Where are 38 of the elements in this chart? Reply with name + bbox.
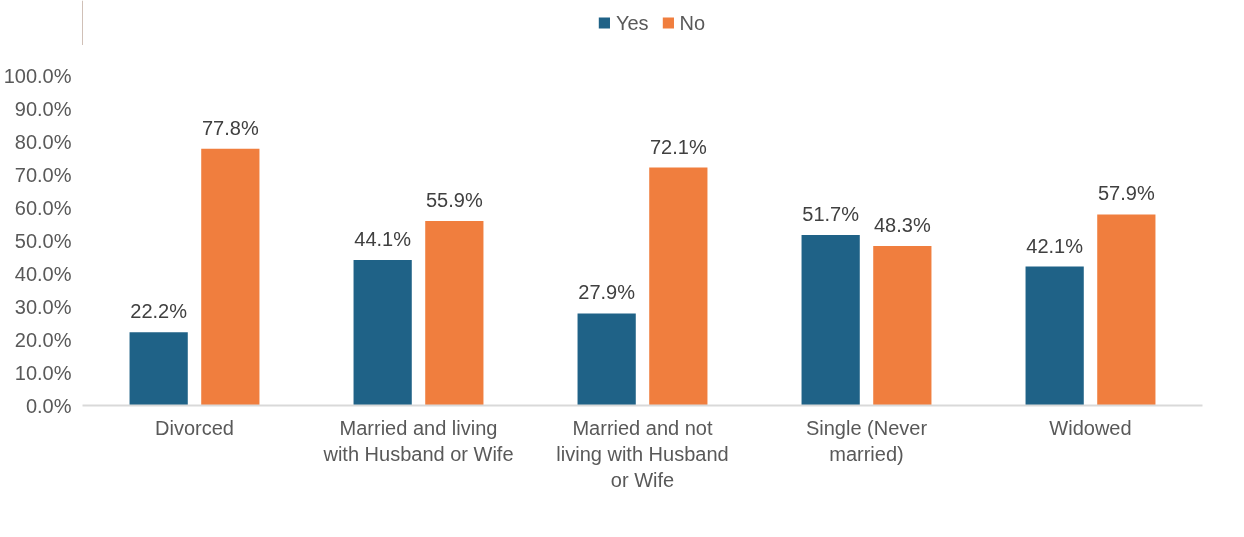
text: 22.2%: [130, 300, 188, 323]
text: 42.1%: [1026, 234, 1084, 257]
y-tick-label: 50.0%: [14, 229, 72, 252]
y-tick-label: 10.0%: [14, 361, 72, 384]
legend-label: No: [679, 11, 706, 34]
bar: [201, 148, 260, 406]
y-tick-label: 20.0%: [14, 328, 72, 351]
x-tick-label: Married and living with Husband or Wife: [322, 416, 514, 465]
text: 55.9%: [425, 189, 483, 212]
y-tick-label: 0.0%: [25, 394, 72, 417]
bar: [577, 313, 636, 406]
bar: [1025, 266, 1084, 406]
y-tick-label: 80.0%: [14, 130, 72, 153]
bar: [129, 332, 188, 406]
text: 72.1%: [649, 135, 707, 158]
text: 44.1%: [354, 227, 412, 250]
y-tick-label: 30.0%: [14, 295, 72, 318]
bar: [649, 167, 708, 406]
text: 27.9%: [578, 281, 636, 304]
y-tick-label: 70.0%: [14, 163, 72, 186]
text: 77.8%: [201, 116, 259, 139]
x-tick-label: Married and not living with Husband or Wife: [556, 416, 729, 492]
y-tick-label: 40.0%: [14, 262, 72, 285]
bar: [1097, 214, 1156, 406]
text: 57.9%: [1097, 182, 1155, 205]
text: 51.7%: [802, 202, 860, 225]
bar: [801, 234, 860, 406]
bar: [873, 246, 932, 406]
bar: [353, 259, 412, 406]
y-tick-label: 60.0%: [14, 196, 72, 219]
x-tick-label: Single (Never married): [805, 416, 928, 465]
x-tick-label: Divorced: [155, 416, 234, 439]
y-tick-label: 100.0%: [3, 64, 72, 87]
y-tick-label: 90.0%: [14, 97, 72, 120]
text: 48.3%: [873, 214, 931, 237]
legend-label: Yes: [615, 11, 649, 34]
x-tick-label: Widowed: [1049, 416, 1132, 439]
bar: [425, 221, 484, 406]
